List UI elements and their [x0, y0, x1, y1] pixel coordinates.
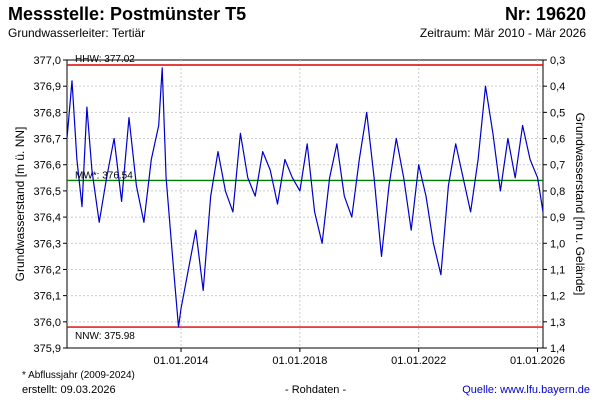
reference-label-hhw: HHW: 377.02: [75, 54, 135, 65]
period-label: Zeitraum: Mär 2010 - Mär 2026: [419, 26, 586, 40]
y-tick-label: 376,8: [33, 107, 61, 119]
x-tick-label: 01.01.2022: [391, 355, 446, 367]
reference-label-nnw: NNW: 375.98: [75, 331, 135, 342]
y-tick-label: 376,5: [33, 186, 61, 198]
y-tick-label: 376,0: [33, 317, 61, 329]
y-tick-label-right: 0,9: [550, 212, 565, 224]
footnote: * Abflussjahr (2009-2024): [22, 370, 135, 381]
y-tick-label-right: 0,8: [550, 186, 565, 198]
y-tick-label: 376,3: [33, 238, 61, 250]
created-date: erstellt: 09.03.2026: [22, 384, 116, 396]
y-tick-label-right: 0,7: [550, 160, 565, 172]
y-tick-label-right: 1,4: [550, 343, 565, 355]
raw-data-note: - Rohdaten -: [285, 384, 347, 396]
x-tick-label: 01.01.2018: [272, 355, 327, 367]
y-tick-label-right: 0,5: [550, 107, 565, 119]
y-tick-label-right: 1,3: [550, 317, 565, 329]
y-tick-label: 376,1: [33, 291, 61, 303]
y-tick-label: 376,9: [33, 81, 61, 93]
series-line-groundwater: [66, 67, 544, 328]
x-tick-label: 01.01.2026: [510, 355, 565, 367]
x-tick-label: 01.01.2014: [154, 355, 209, 367]
y-tick-label-right: 0,4: [550, 81, 565, 93]
y-tick-label-right: 1,1: [550, 264, 565, 276]
y-tick-label: 376,4: [33, 212, 61, 224]
y-tick-label-right: 1,2: [550, 291, 565, 303]
y-tick-label: 376,6: [33, 160, 61, 172]
aquifer-label: Grundwasserleiter: Tertiär: [8, 26, 146, 40]
y-tick-label-right: 0,6: [550, 134, 565, 146]
y-tick-label-right: 0,3: [550, 55, 565, 67]
y-tick-label: 376,7: [33, 134, 61, 146]
reference-label-mw: MW*: 376.54: [75, 170, 133, 181]
y-tick-label: 375,9: [33, 343, 61, 355]
y-tick-label: 376,2: [33, 264, 61, 276]
source-link[interactable]: Quelle: www.lfu.bayern.de: [462, 384, 590, 396]
y-axis-label-right: Grundwasserstand [m u. Gelände]: [573, 113, 587, 296]
y-tick-label-right: 1,0: [550, 238, 565, 250]
chart-title: Messstelle: Postmünster T5: [8, 4, 247, 24]
station-number: Nr: 19620: [504, 4, 586, 24]
y-axis-label: Grundwasserstand [m ü. NN]: [13, 127, 27, 282]
y-tick-label: 377,0: [33, 55, 61, 67]
